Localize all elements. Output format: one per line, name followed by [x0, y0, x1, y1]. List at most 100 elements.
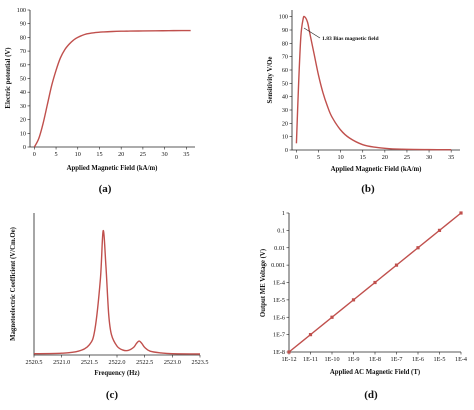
panel-d-xtick-label: 1E-8	[369, 356, 381, 363]
panel-b-xtick-label: 35	[448, 154, 454, 161]
panel-a-ytick-label: 30	[20, 103, 26, 110]
panel-b-xtick-label: 15	[360, 154, 366, 161]
panel-b-ytick-label: 30	[282, 107, 288, 114]
panel-a-ytick-label: 50	[20, 76, 26, 83]
panel-a-label: (a)	[99, 183, 112, 195]
panel-c-xtick-label: 2523.5	[191, 359, 208, 366]
panel-a-ytick-label: 10	[20, 130, 26, 137]
panel-a-ytick-label: 90	[20, 21, 26, 28]
panel-a-xtick-label: 25	[140, 151, 146, 158]
panel-d-xtick-label: 1E-6	[412, 356, 424, 363]
panel-d-data-point	[373, 280, 377, 285]
panel-a-xtick-label: 0	[33, 151, 36, 158]
panel-d-data-point	[437, 228, 442, 232]
panel-a-ytick-label: 100	[17, 7, 26, 14]
panel-c-xtick-label: 2520.5	[25, 359, 42, 366]
panel-d-xtick-label: 1E-5	[433, 356, 445, 363]
panel-a: 0 5 10 15 20 25 30 35 0 10 20 30 40 50 60 70 80 90 100 App…	[5, 7, 195, 195]
panel-b-ylabel: Sensitivity V/Oe	[267, 57, 274, 104]
panel-c-ticks: 2520.5 2521.0 2521.5 2522.0 2522.5 2523.0 2523…	[25, 355, 209, 366]
panel-d-xtick-label: 1E-12	[281, 356, 296, 363]
panel-b-xtick-label: 25	[404, 154, 410, 161]
panel-d-xtick-label: 1E-9	[347, 356, 359, 363]
panel-b-ytick-label: 80	[282, 40, 288, 47]
panel-d-data-point	[351, 298, 356, 302]
panel-b-ytick-label: 0	[285, 147, 288, 154]
panel-d-data-point	[330, 315, 334, 319]
panel-b-xlabel: Applied Magnetic Field (kA/m)	[331, 166, 422, 173]
panel-a-xtick-label: 35	[183, 151, 189, 158]
panel-b-xtick-label: 30	[426, 154, 432, 161]
panel-d-xtick-label: 1E-7	[390, 356, 402, 363]
panel-d-ytick-label: 1E-4	[273, 280, 285, 287]
panel-a-xtick-label: 10	[75, 151, 81, 158]
panel-d-xtick-label: 1E-10	[324, 356, 339, 363]
panel-c-label: (c)	[106, 389, 119, 401]
panel-d-xtick-label: 1E-11	[303, 356, 318, 363]
panel-c-xtick-label: 2521.5	[81, 359, 98, 366]
panel-a-ytick-label: 60	[20, 62, 26, 69]
panel-b-ytick-label: 20	[282, 120, 288, 127]
panel-b-ytick-label: 40	[282, 94, 288, 101]
panel-d-ytick-label: 1E-8	[273, 349, 285, 356]
panel-a-xtick-label: 30	[162, 151, 168, 158]
panel-a-xtick-label: 5	[55, 151, 58, 158]
panel-d-data-point	[394, 263, 399, 267]
panel-c-xlabel: Frequency (Hz)	[94, 370, 139, 377]
panel-b-frame	[291, 10, 460, 151]
panel-a-ytick-label: 40	[20, 89, 26, 96]
panel-d-xlabel: Applied AC Magnetic Field (T)	[330, 369, 420, 376]
panel-a-xtick-label: 15	[96, 151, 102, 158]
panel-d-ytick-label: 1E-5	[273, 297, 285, 304]
panel-d-data-point	[308, 333, 313, 337]
panel-b-series-line	[295, 15, 452, 151]
panel-c-xtick-label: 2522.0	[108, 359, 125, 366]
panel-c-series-line	[33, 230, 201, 355]
panel-b-annotation: 1.83 Bias magnetic field	[322, 36, 379, 42]
panel-a-ytick-label: 0	[23, 144, 26, 151]
panel-b-ticks: 0 5 10 15 20 25 30 35 0 10 20 30 40 50 60 70 80 90 100	[279, 14, 455, 161]
panel-a-ylabel: Electric potential (V)	[5, 47, 12, 108]
panel-d-ytick-label: 1	[282, 210, 285, 217]
panel-b-xtick-label: 20	[382, 154, 388, 161]
panel-d-data-point	[287, 350, 291, 354]
panel-d-markers	[287, 211, 463, 354]
panel-b-ytick-label: 70	[282, 54, 288, 61]
panel-d-ytick-label: 0.01	[274, 245, 285, 252]
panel-c-ylabel: Magnetoelectric Coefficient (V/Cm.Oe)	[10, 227, 17, 341]
panel-a-ytick-label: 70	[20, 48, 26, 55]
panel-a-xtick-label: 20	[118, 151, 124, 158]
panel-d-ytick-label: 1E-7	[273, 332, 285, 339]
panel-d-ytick-label: 0.1	[277, 227, 285, 234]
panel-a-series-line	[33, 29, 191, 148]
panel-b-ytick-label: 50	[282, 80, 288, 87]
panel-b: 0 5 10 15 20 25 30 35 0 10 20 30 40 50 60 70 80 90 100 1.8…	[267, 10, 460, 195]
panel-c-frame	[33, 213, 200, 356]
panel-c-xtick-label: 2522.5	[136, 359, 153, 366]
panel-a-ytick-label: 20	[20, 117, 26, 124]
panel-d-label: (d)	[364, 389, 378, 401]
panel-d-xtick-label: 1E-4	[455, 356, 467, 363]
panel-c-xtick-label: 2523.0	[164, 359, 181, 366]
panel-b-xtick-label: 5	[317, 154, 320, 161]
panel-d-ytick-label: 0.001	[271, 262, 285, 269]
panel-d-ticks: 1E-12 1E-11 1E-10 1E-9 1E-8 1E-7 1E-6 1E-5 1E-4 1…	[271, 210, 467, 363]
panel-d-data-point	[459, 211, 463, 215]
panel-b-label: (b)	[361, 183, 375, 195]
panel-c: 2520.5 2521.0 2521.5 2522.0 2522.5 2523.0 2523…	[10, 213, 209, 401]
panel-c-xtick-label: 2521.0	[53, 359, 70, 366]
panel-b-xtick-label: 10	[338, 154, 344, 161]
panel-d-ytick-label: 1E-6	[273, 314, 285, 321]
panel-a-ticks: 0 5 10 15 20 25 30 35 0 10 20 30 40 50 60 70 80 90 100	[17, 7, 190, 158]
panel-b-ytick-label: 10	[282, 134, 288, 141]
panel-d-data-point	[416, 246, 420, 250]
panel-d-ylabel: Output ME Voltage (V)	[260, 249, 267, 317]
panel-d: 1E-12 1E-11 1E-10 1E-9 1E-8 1E-7 1E-6 1E-5 1E-4 1…	[260, 210, 467, 401]
panel-b-ytick-label: 90	[282, 27, 288, 34]
panel-b-annotation-leader	[303, 27, 321, 39]
panel-b-xtick-label: 0	[295, 154, 298, 161]
panel-a-ytick-label: 80	[20, 34, 26, 41]
panel-b-ytick-label: 100	[279, 14, 288, 21]
panel-b-ytick-label: 60	[282, 67, 288, 74]
